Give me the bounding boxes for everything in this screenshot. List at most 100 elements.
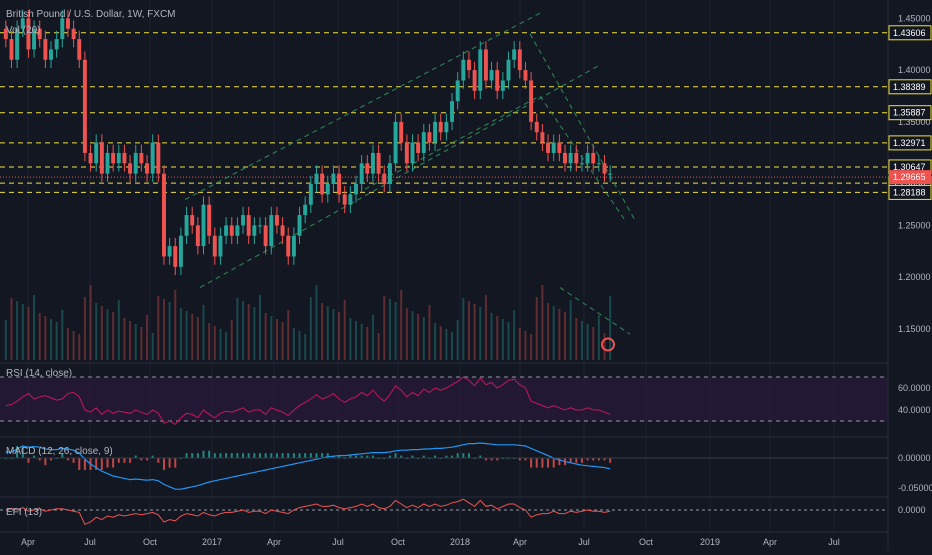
- volume-bar: [66, 328, 69, 360]
- volume-bar: [168, 302, 171, 360]
- macd-histogram-bar: [185, 453, 188, 458]
- volume-bar: [219, 329, 222, 360]
- volume-bar: [597, 315, 600, 360]
- time-tick-label: 2018: [450, 537, 470, 547]
- macd-histogram-bar: [44, 458, 47, 466]
- candle-body: [82, 59, 87, 153]
- candle-body: [286, 235, 291, 257]
- macd-histogram-bar: [541, 458, 544, 468]
- macd-histogram-bar: [191, 453, 194, 458]
- candle-body: [517, 49, 522, 71]
- volume-bar: [371, 315, 374, 360]
- macd-histogram-bar: [315, 453, 318, 458]
- volume-bar: [355, 321, 358, 360]
- candle-body: [331, 173, 336, 184]
- candle-body: [348, 194, 353, 205]
- rsi-pane: 60.0000 40.0000: [0, 376, 931, 425]
- volume-bar: [162, 299, 165, 360]
- volume-bar: [343, 300, 346, 360]
- candle-body: [258, 225, 262, 227]
- macd-histogram-bar: [253, 453, 256, 458]
- candle-body: [337, 173, 342, 195]
- volume-bar: [38, 313, 41, 360]
- volume-bar: [202, 305, 205, 360]
- volume-bar: [117, 300, 120, 360]
- volume-bar: [462, 298, 465, 360]
- macd-tick-label: -0.05000: [898, 483, 932, 493]
- volume-bar: [196, 317, 199, 360]
- candle-body: [20, 18, 25, 29]
- grid: [0, 0, 889, 550]
- level-tag: [888, 135, 932, 151]
- candle-body: [500, 80, 505, 91]
- channel-upper: [184, 12, 541, 200]
- volume-bar: [428, 305, 431, 360]
- volume-bar: [400, 290, 403, 360]
- level-tag: [888, 79, 932, 95]
- candle-body: [3, 28, 8, 40]
- time-tick-label: Jul: [828, 537, 840, 547]
- volume-bar: [225, 332, 228, 360]
- volume-bar: [484, 295, 487, 360]
- time-tick-label: Apr: [21, 537, 35, 547]
- volume-bar: [552, 306, 555, 360]
- macd-histogram-bar: [264, 453, 267, 458]
- candle-body: [354, 184, 358, 195]
- macd-histogram-bar: [66, 458, 69, 461]
- volume-bar: [129, 321, 132, 360]
- volume-bar: [603, 333, 606, 360]
- volume-bar: [50, 319, 53, 360]
- price-tick-label: 1.35000: [898, 117, 931, 127]
- candle-body: [308, 184, 313, 205]
- macd-histogram-bar: [134, 455, 137, 458]
- candle-body: [314, 173, 319, 184]
- macd-histogram-bar: [292, 453, 295, 458]
- price-axis: 1.150001.200001.250001.300001.350001.400…: [888, 13, 932, 334]
- volume-bar: [388, 299, 391, 360]
- candle-body: [579, 163, 584, 165]
- macd-histogram-bar: [61, 453, 64, 458]
- candle-body: [534, 121, 539, 133]
- candle-body: [523, 70, 528, 81]
- macd-histogram-bar: [484, 458, 487, 461]
- price-tick-label: 1.15000: [898, 324, 931, 334]
- candle-body: [393, 121, 398, 164]
- time-tick-label: Oct: [391, 537, 406, 547]
- candle-body: [512, 49, 517, 60]
- macd-histogram-bar: [597, 458, 600, 461]
- candle-body: [291, 235, 296, 257]
- volume-bar: [405, 308, 408, 360]
- candle-body: [111, 152, 116, 164]
- volume-bar: [146, 315, 149, 360]
- volume-bars: [4, 285, 612, 360]
- candle-body: [608, 173, 613, 175]
- rsi-tick-label: 60.0000: [898, 383, 931, 393]
- candle-body: [246, 215, 251, 236]
- volume-bar: [321, 303, 324, 360]
- volume-bar: [287, 310, 290, 360]
- candles: [3, 10, 613, 276]
- volume-bar: [338, 312, 341, 360]
- volume-bar: [518, 328, 521, 360]
- volume-bar: [16, 301, 19, 360]
- macd-histogram-bar: [371, 455, 374, 458]
- candle-body: [410, 142, 415, 164]
- candle-body: [77, 39, 82, 60]
- volume-bar: [264, 313, 267, 360]
- volume-bar: [609, 296, 612, 360]
- candle-body: [173, 246, 178, 267]
- macd-histogram-bar: [569, 458, 572, 463]
- volume-bar: [151, 333, 154, 360]
- candle-body: [139, 152, 144, 164]
- macd-histogram-bar: [462, 453, 465, 458]
- volume-bar: [473, 304, 476, 360]
- macd-histogram-bar: [146, 458, 149, 461]
- macd-histogram-bar: [275, 453, 278, 458]
- macd-histogram-bar: [451, 455, 454, 458]
- macd-histogram-bar: [258, 453, 261, 458]
- price-tick-label: 1.25000: [898, 220, 931, 230]
- candle-body: [224, 225, 229, 236]
- volume-bar: [253, 307, 256, 360]
